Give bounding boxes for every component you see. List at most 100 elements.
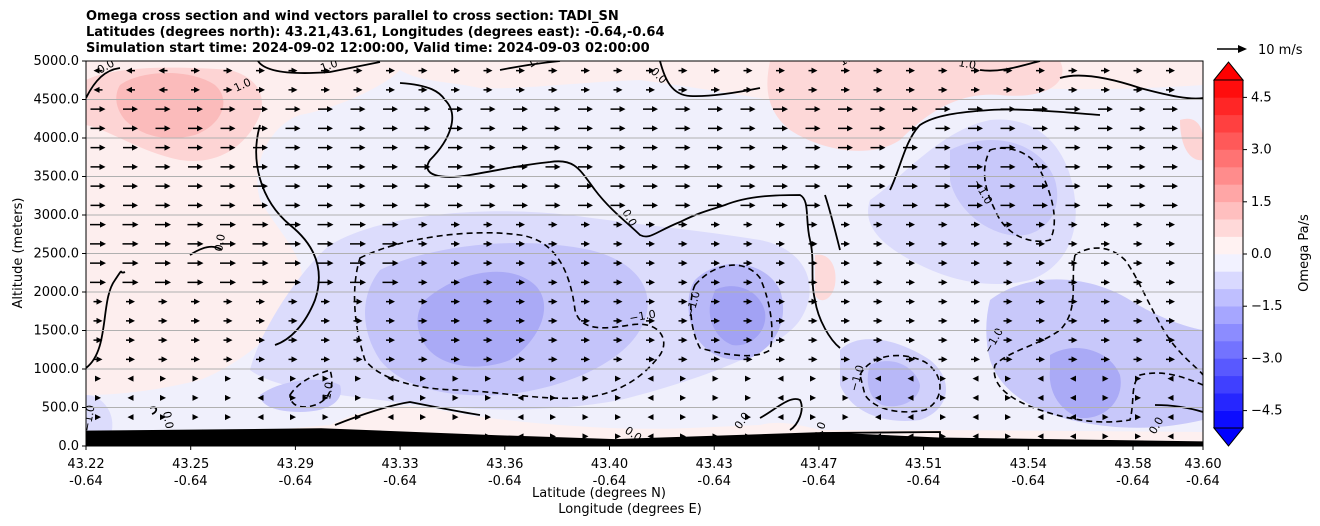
- wind-vector-head: [197, 106, 203, 113]
- wind-vector-head: [356, 317, 363, 324]
- wind-vector-head: [616, 260, 623, 267]
- wind-vector-head: [1136, 298, 1143, 305]
- wind-vector-head: [259, 86, 265, 93]
- wind-vector-head: [192, 394, 199, 401]
- wind-vector-head: [197, 221, 204, 228]
- wind-vector-head: [93, 86, 100, 93]
- wind-vector-head: [876, 337, 883, 344]
- wind-vector-head: [225, 394, 231, 401]
- wind-vector-head: [941, 356, 948, 363]
- wind-vector-head: [782, 125, 788, 132]
- wind-vector-head: [161, 337, 168, 344]
- wind-vector-head: [226, 356, 233, 363]
- wind-vector-head: [782, 183, 788, 190]
- wind-vector-head: [847, 163, 853, 170]
- wind-vector-head: [165, 279, 171, 286]
- wind-vector-head: [616, 86, 623, 93]
- wind-vector-head: [912, 202, 918, 209]
- wind-vector-head: [421, 298, 428, 305]
- wind-vector-head: [746, 298, 753, 305]
- wind-vector-head: [259, 317, 265, 324]
- wind-vector-head: [1136, 86, 1143, 93]
- wind-vector-head: [392, 163, 398, 170]
- wind-vector-head: [582, 375, 589, 382]
- wind-vector-head: [879, 144, 886, 151]
- wind-vector-head: [847, 183, 853, 190]
- wind-vector-head: [454, 317, 460, 324]
- wind-vector-head: [192, 375, 199, 382]
- wind-vector-head: [262, 144, 268, 151]
- wind-vector-head: [714, 356, 720, 363]
- x-tick-label-lon: -0.64: [1116, 474, 1150, 489]
- wind-vector-head: [1039, 279, 1045, 286]
- wind-vector-head: [421, 67, 428, 74]
- wind-vector-head: [262, 240, 269, 247]
- x-tick-label-lat: 43.40: [591, 457, 628, 472]
- wind-vector-head: [1104, 67, 1110, 74]
- wind-vector-head: [1107, 183, 1113, 190]
- wind-vector-head: [1136, 279, 1143, 286]
- wind-vector-head: [1042, 163, 1048, 170]
- wind-vector-head: [584, 356, 590, 363]
- wind-vector-head: [194, 67, 200, 74]
- wind-vector-head: [99, 163, 106, 170]
- wind-vector-head: [912, 106, 918, 113]
- wind-vector-head: [226, 86, 233, 93]
- wind-vector-head: [327, 260, 334, 267]
- wind-vector-head: [619, 144, 626, 151]
- wind-vector-head: [99, 183, 106, 190]
- wind-vector-head: [290, 414, 296, 421]
- wind-vector-head: [909, 279, 915, 286]
- y-tick-label: 4000.0: [34, 131, 80, 146]
- wind-vector-head: [551, 86, 558, 93]
- wind-vector-head: [616, 221, 623, 228]
- wind-vector-head: [164, 202, 171, 209]
- quiver-key: 10 m/s: [1217, 43, 1303, 58]
- wind-vector-head: [974, 86, 980, 93]
- wind-vector-head: [1074, 163, 1081, 170]
- wind-vector-head: [1042, 106, 1048, 113]
- wind-vector-head: [392, 202, 398, 209]
- colorbar-step: [1214, 80, 1243, 98]
- wind-vector-head: [907, 394, 914, 401]
- wind-vector-head: [96, 298, 103, 305]
- wind-vector-head: [355, 394, 361, 401]
- wind-vector-head: [681, 67, 688, 74]
- wind-vector-head: [584, 337, 590, 344]
- x-tick-label-lon: -0.64: [907, 474, 941, 489]
- wind-vector-head: [327, 125, 333, 132]
- wind-vector-head: [649, 356, 655, 363]
- wind-vector-head: [359, 106, 366, 113]
- x-axis-ticks: 43.22 -0.64 43.25 -0.64 43.29 -0.64 43.33 -0.64…: [67, 446, 1222, 489]
- wind-vector-head: [1009, 202, 1016, 209]
- wind-vector-head: [1172, 106, 1178, 113]
- wind-vector-head: [714, 260, 720, 267]
- wind-vector-head: [619, 163, 626, 170]
- colorbar-tick-label: −1.5: [1251, 299, 1283, 314]
- colorbar-tick-label: −3.0: [1251, 351, 1283, 366]
- wind-vector-head: [454, 67, 460, 74]
- wind-vector-head: [1169, 67, 1175, 74]
- wind-vector-head: [777, 394, 784, 401]
- wind-vector-head: [912, 163, 918, 170]
- x-tick-label-lon: -0.64: [69, 474, 103, 489]
- wind-vector-head: [814, 106, 821, 113]
- x-tick-label-lat: 43.29: [277, 457, 314, 472]
- wind-vector-head: [1009, 163, 1016, 170]
- wind-vector-head: [132, 279, 139, 286]
- wind-vector-head: [421, 86, 428, 93]
- wind-vector-head: [1136, 260, 1143, 267]
- x-tick-label-lon: -0.64: [593, 474, 627, 489]
- wind-vector-head: [1074, 144, 1081, 151]
- wind-vector-head: [259, 356, 265, 363]
- wind-vector-head: [584, 67, 590, 74]
- wind-vector-head: [551, 298, 558, 305]
- wind-vector-head: [392, 106, 398, 113]
- wind-vector-head: [717, 183, 723, 190]
- terrain-profile: [86, 428, 1203, 446]
- wind-vector-head: [1139, 202, 1146, 209]
- wind-vector-head: [1039, 356, 1045, 363]
- wind-vector-head: [230, 221, 236, 228]
- wind-vector-head: [587, 183, 593, 190]
- wind-vector-head: [1136, 221, 1143, 228]
